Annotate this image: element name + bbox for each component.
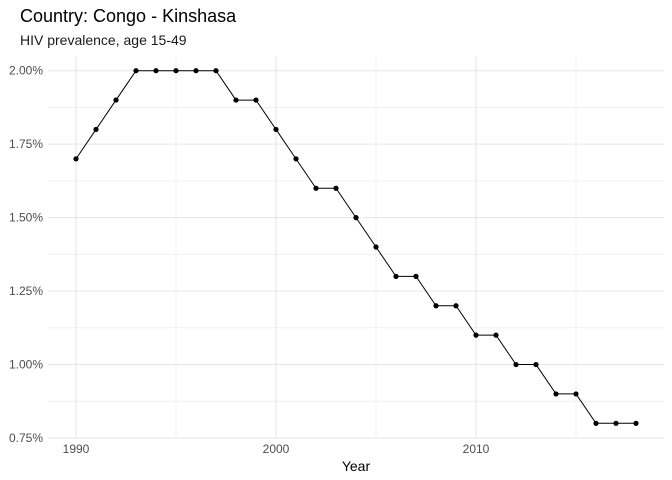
data-point	[153, 68, 159, 74]
x-tick-label: 2000	[263, 442, 290, 456]
y-tick-label: 2.00%	[9, 64, 43, 78]
x-axis-title: Year	[342, 458, 371, 474]
y-tick-label: 1.25%	[9, 284, 43, 298]
data-point	[93, 126, 99, 133]
data-point	[493, 332, 499, 338]
data-point	[393, 273, 399, 279]
data-point	[613, 420, 619, 426]
data-point	[453, 303, 459, 309]
data-point	[473, 332, 479, 338]
data-point	[553, 391, 559, 397]
data-point	[133, 68, 139, 74]
y-tick-label: 0.75%	[9, 431, 43, 445]
data-point	[533, 361, 539, 368]
data-point	[253, 97, 259, 103]
data-point	[193, 68, 199, 74]
grid-lines	[48, 56, 664, 439]
data-point	[293, 156, 299, 162]
chart-title: Country: Congo - Kinshasa	[20, 6, 237, 26]
data-point	[353, 215, 359, 221]
data-point	[593, 420, 599, 426]
series-line	[75, 70, 636, 424]
data-point	[73, 156, 79, 162]
data-series	[73, 68, 639, 426]
data-point	[513, 361, 519, 368]
data-point	[633, 420, 639, 426]
data-point	[313, 185, 319, 191]
y-tick-label: 1.75%	[9, 137, 43, 151]
chart-subtitle: HIV prevalence, age 15-49	[20, 32, 187, 48]
data-point	[273, 126, 279, 133]
y-tick-label: 1.50%	[9, 211, 43, 225]
axis-ticks: 1990 2000 2010 0.75% 1.00% 1.25% 1.50% 1.75% 2.0…	[9, 64, 490, 456]
x-tick-label: 2010	[463, 442, 490, 456]
data-point	[573, 391, 579, 397]
y-tick-label: 1.00%	[9, 358, 43, 372]
data-point	[413, 273, 419, 279]
data-point	[373, 244, 379, 250]
data-point	[213, 68, 219, 74]
data-point	[233, 97, 239, 103]
data-point	[173, 68, 179, 74]
x-tick-label: 1990	[63, 442, 90, 456]
data-point	[433, 303, 439, 309]
data-point	[333, 185, 339, 191]
data-point	[113, 97, 119, 103]
